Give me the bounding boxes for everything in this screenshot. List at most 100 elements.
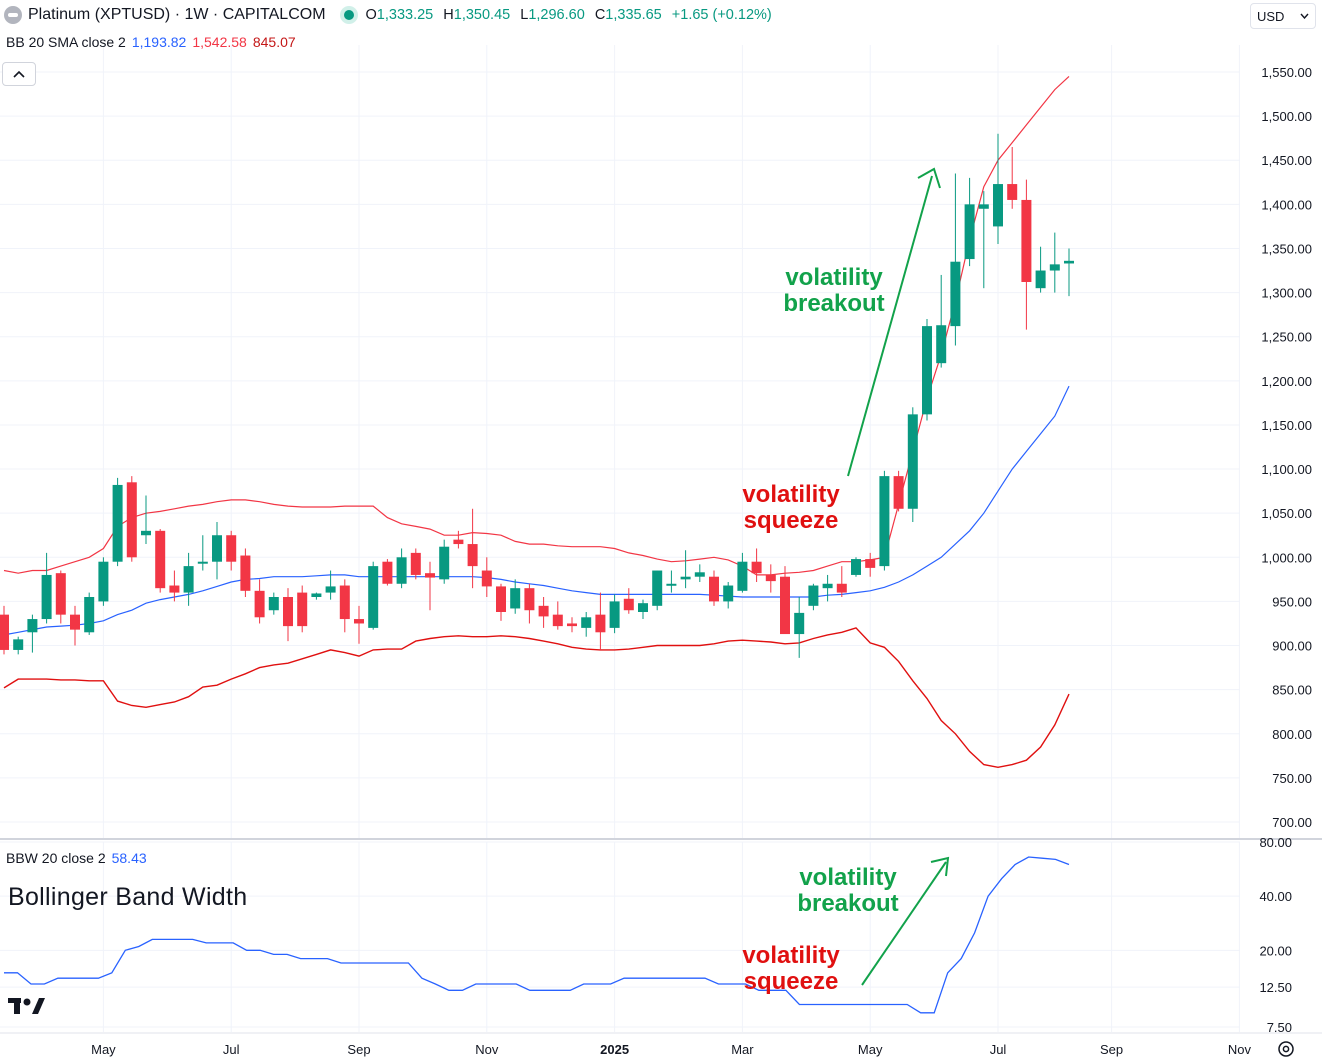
candle [964, 177, 975, 267]
breakout-arrowhead-top [917, 167, 941, 189]
candle-body [524, 588, 535, 611]
candle [425, 561, 435, 611]
candle [538, 597, 549, 628]
candle-body [723, 585, 734, 602]
time-axis[interactable]: May Jul Sep Nov 2025 Mar May Jul Sep Nov [0, 1032, 1322, 1057]
candle-body [325, 586, 336, 593]
bbw-value: 58.43 [111, 850, 147, 866]
candle [1035, 246, 1046, 293]
bbw-tick-label: 40.00 [1259, 889, 1292, 904]
candle-body [481, 570, 492, 587]
candle-body [396, 557, 407, 584]
candle [311, 592, 322, 600]
bbw-title: Bollinger Band Width [8, 883, 248, 911]
bbw-tick-label: 12.50 [1259, 980, 1292, 995]
annotation-squeeze-top-line2: squeeze [743, 507, 839, 534]
candle-body [978, 204, 989, 209]
candle [510, 579, 521, 614]
candle [55, 570, 66, 624]
candle-body [1035, 270, 1046, 289]
candle-body [382, 561, 393, 584]
candle-body [666, 583, 677, 586]
bbw-legend[interactable]: BBW 20 close 2 58.43 [6, 850, 147, 866]
candle-body [1049, 264, 1060, 271]
candle [453, 530, 464, 549]
candle-body [638, 603, 648, 612]
candle-body [126, 482, 137, 558]
time-tick-label: Jul [223, 1042, 240, 1057]
candle [822, 574, 833, 602]
candle-body [496, 586, 506, 612]
price-tick-label: 1,050.00 [1261, 506, 1312, 521]
candle [623, 588, 634, 614]
candle [325, 570, 336, 600]
candle-body [98, 561, 109, 602]
bb-label: BB 20 SMA close 2 [6, 34, 126, 50]
candle-body [552, 614, 563, 627]
candle-body [27, 619, 38, 633]
candle-body [197, 561, 208, 564]
candle-body [964, 204, 975, 260]
bb-lower-value: 845.07 [252, 34, 296, 50]
candle [226, 530, 237, 571]
candle-body [283, 597, 293, 627]
bbw-line [4, 856, 1070, 1014]
bbw-axis[interactable]: 7.50 12.50 20.00 40.00 80.00 [1259, 835, 1292, 1035]
annotation-breakout-bottom-line1: volatility [799, 864, 897, 891]
candle [737, 552, 748, 593]
collapse-legend-button[interactable] [2, 62, 36, 86]
grid-lines [0, 45, 1240, 838]
candle [368, 561, 379, 630]
bbw-grid-lines [0, 841, 1240, 1032]
candle [41, 552, 52, 624]
candle [993, 133, 1003, 245]
time-tick-label: Jul [990, 1042, 1007, 1057]
bollinger-bands [3, 75, 1070, 769]
candle [84, 592, 95, 635]
bbw-series [4, 856, 1070, 1014]
annotation-breakout-bottom: volatility breakout [790, 865, 906, 917]
candle [197, 535, 208, 571]
candle [851, 557, 861, 577]
price-tick-label: 1,000.00 [1261, 550, 1312, 565]
candle [254, 579, 265, 624]
price-axis[interactable]: 700.00 750.00 800.00 850.00 900.00 950.00 1,00… [1261, 65, 1312, 830]
breakout-arrowhead-bottom [930, 856, 950, 877]
bb-legend[interactable]: BB 20 SMA close 2 1,193.82 1,542.58 845.07 [6, 34, 296, 50]
candle-body [1021, 199, 1032, 282]
candle [354, 605, 364, 644]
candle-body [368, 566, 379, 628]
candle-body [240, 555, 251, 591]
bbw-tick-label: 7.50 [1267, 1020, 1292, 1035]
currency-select[interactable]: USD [1250, 3, 1316, 29]
candle-body [510, 588, 521, 609]
time-tick-label: Nov [1228, 1042, 1252, 1057]
price-tick-label: 1,150.00 [1261, 418, 1312, 433]
candle [978, 191, 989, 289]
price-tick-label: 1,500.00 [1261, 109, 1312, 124]
candle-body [70, 614, 80, 630]
tradingview-logo-icon[interactable] [8, 996, 46, 1016]
candle-body [112, 484, 123, 562]
chevron-down-icon [1300, 13, 1309, 19]
candle [694, 564, 705, 582]
candle [481, 557, 492, 597]
high-value: 1,350.45 [453, 7, 511, 23]
chart-title[interactable]: Platinum (XPTUSD) · 1W · CAPITALCOM [28, 6, 326, 23]
change-value: +1.65 (+0.12%) [671, 7, 772, 23]
candle-body [41, 574, 52, 620]
price-tick-label: 1,550.00 [1261, 65, 1312, 80]
candle-body [84, 597, 95, 633]
gear-icon[interactable] [1276, 1039, 1296, 1059]
price-tick-label: 800.00 [1272, 727, 1312, 742]
candle-body [737, 561, 748, 591]
price-tick-label: 1,300.00 [1261, 286, 1312, 301]
candle-body [623, 598, 634, 611]
candle-body [339, 585, 350, 620]
annotation-arrows [847, 167, 950, 986]
bbw-tick-label: 20.00 [1259, 943, 1292, 958]
candle-body [567, 623, 577, 627]
candle [780, 566, 790, 635]
breakout-arrow-bottom [861, 861, 947, 986]
